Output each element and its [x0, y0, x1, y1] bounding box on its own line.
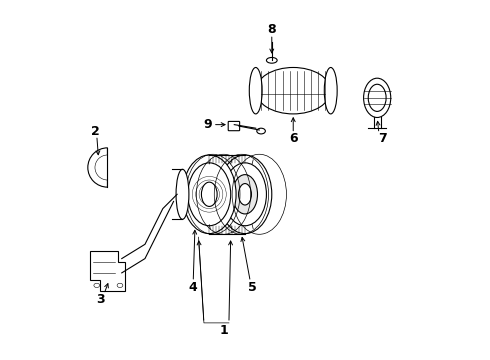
Ellipse shape: [239, 184, 251, 205]
Ellipse shape: [232, 175, 258, 214]
Text: 4: 4: [189, 281, 197, 294]
Wedge shape: [95, 155, 107, 180]
Ellipse shape: [267, 58, 277, 63]
Text: 5: 5: [248, 281, 257, 294]
Polygon shape: [90, 251, 125, 291]
Ellipse shape: [176, 169, 189, 219]
FancyBboxPatch shape: [228, 121, 240, 131]
Text: 8: 8: [268, 23, 276, 36]
Text: 9: 9: [203, 118, 212, 131]
Ellipse shape: [182, 155, 236, 234]
Ellipse shape: [201, 182, 217, 206]
Ellipse shape: [257, 128, 266, 134]
Ellipse shape: [218, 155, 272, 234]
Text: 2: 2: [91, 125, 99, 138]
Text: 1: 1: [219, 324, 228, 337]
Wedge shape: [88, 148, 107, 187]
Text: 3: 3: [96, 293, 105, 306]
Ellipse shape: [249, 67, 262, 114]
Ellipse shape: [256, 67, 331, 114]
Text: 7: 7: [378, 132, 387, 145]
Text: 6: 6: [289, 132, 297, 145]
Ellipse shape: [364, 78, 391, 117]
Ellipse shape: [324, 67, 337, 114]
